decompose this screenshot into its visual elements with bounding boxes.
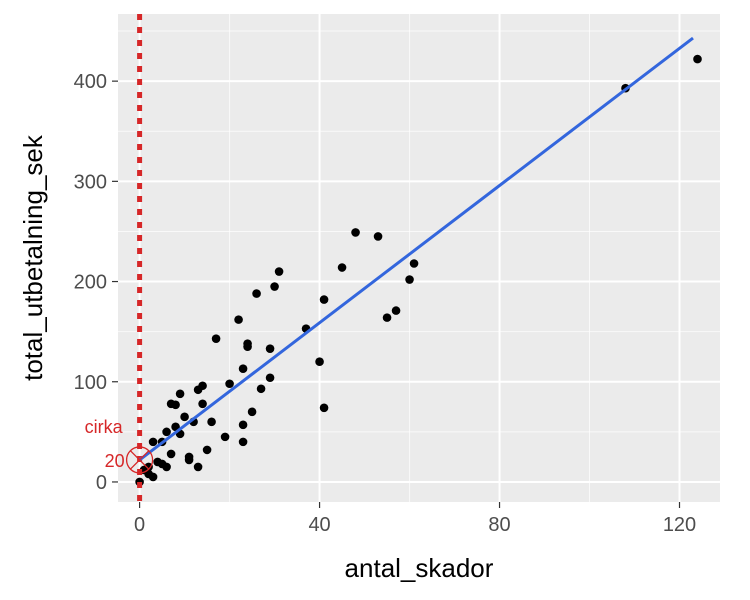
data-point [220, 432, 230, 442]
minor-grid [118, 14, 720, 502]
data-point [391, 306, 401, 315]
data-point [162, 462, 171, 472]
data-point [175, 389, 185, 399]
y-axis-tick-labels: 0 100 200 300 400 [74, 71, 107, 494]
annotation-text-line-1: cirka [85, 417, 124, 437]
data-point [225, 379, 234, 389]
x-tick-label: 40 [308, 514, 330, 536]
data-point [382, 313, 392, 322]
data-point [198, 381, 207, 391]
marker-circle [125, 446, 154, 474]
data-point [193, 462, 203, 472]
data-point [184, 452, 194, 462]
data-point [162, 427, 171, 437]
data-point [319, 295, 329, 304]
data-point [256, 384, 266, 394]
data-point [243, 342, 252, 351]
data-point [198, 399, 207, 409]
data-point [274, 267, 284, 276]
x-tick-label: 0 [134, 514, 145, 536]
data-point [409, 259, 419, 268]
data-point [166, 449, 176, 459]
data-point [319, 403, 329, 413]
data-point [148, 472, 158, 482]
data-point [252, 289, 261, 298]
data-point [373, 232, 383, 241]
y-tick-label: 0 [96, 472, 107, 494]
x-axis-title: antal_skador [345, 553, 494, 583]
data-point [351, 228, 360, 237]
regression-line [138, 36, 694, 462]
data-point [405, 275, 414, 284]
data-point [247, 407, 257, 417]
data-point [202, 445, 212, 455]
data-point [265, 344, 275, 353]
data-point [693, 54, 702, 64]
data-point [180, 412, 189, 422]
data-point [238, 420, 248, 430]
data-point [207, 417, 216, 427]
data-point [238, 437, 248, 447]
y-axis-title: total_utbetalning_sek [18, 134, 48, 381]
y-tick-label: 300 [74, 171, 107, 193]
data-point [211, 334, 221, 343]
annotation-text-line-2: 20 [105, 451, 125, 471]
y-tick-label: 400 [74, 71, 107, 93]
intercept-marker [125, 446, 154, 474]
y-axis-ticks [112, 80, 118, 483]
x-axis-tick-labels: 0 40 80 120 [134, 514, 696, 536]
data-point [265, 373, 275, 383]
data-point [144, 462, 153, 472]
y-tick-label: 200 [74, 272, 107, 294]
x-tick-label: 120 [663, 514, 696, 536]
data-point [148, 437, 158, 447]
x-tick-label: 80 [488, 514, 510, 536]
y-tick-label: 100 [74, 372, 107, 394]
data-point [270, 282, 279, 291]
data-point [238, 364, 248, 374]
x-axis-ticks [138, 502, 681, 508]
data-point [315, 357, 324, 367]
data-point [337, 263, 347, 272]
data-point [234, 315, 243, 324]
marker-cross-line [129, 450, 150, 470]
data-point [171, 400, 180, 410]
